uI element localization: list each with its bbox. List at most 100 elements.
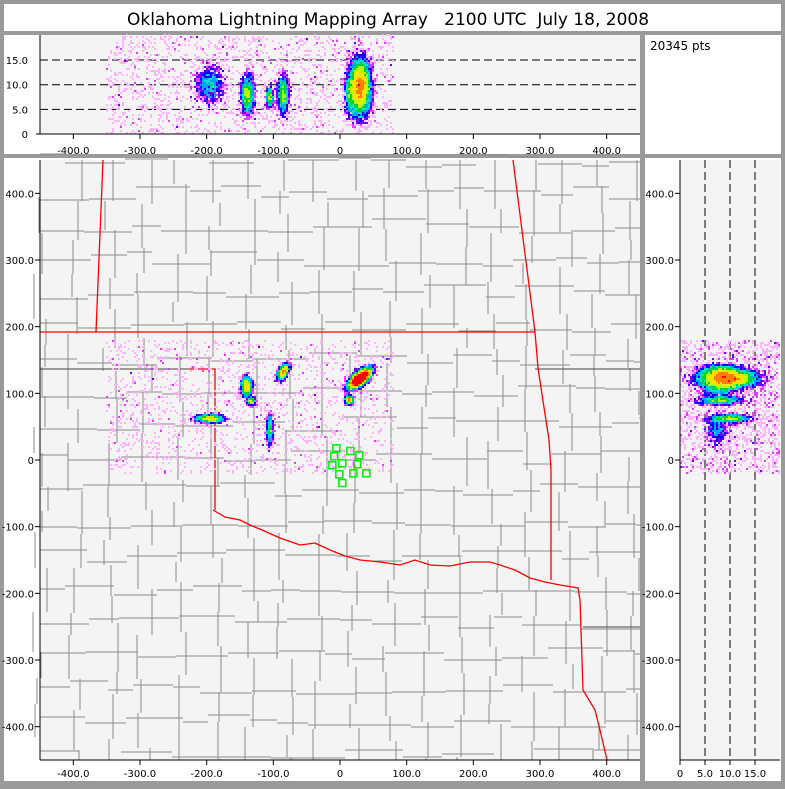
plan-density-cell bbox=[158, 442, 160, 444]
altitude-x-density-cell bbox=[246, 116, 248, 118]
plan-density-cell bbox=[304, 440, 306, 442]
altitude-y-density-cell bbox=[772, 440, 774, 442]
plan-density-cell bbox=[382, 466, 384, 468]
altitude-x-density-cell bbox=[142, 46, 144, 48]
altitude-x-density-cell bbox=[372, 68, 374, 70]
altitude-x-density-cell bbox=[376, 42, 378, 44]
altitude-x-density-cell bbox=[344, 82, 346, 84]
altitude-x-density-cell bbox=[162, 70, 164, 72]
altitude-x-density-cell bbox=[370, 44, 372, 46]
altitude-x-density-cell bbox=[356, 112, 358, 114]
plan-density-cell bbox=[358, 344, 360, 346]
altitude-y-density-cell bbox=[700, 362, 702, 364]
altitude-x-density-cell bbox=[376, 92, 378, 94]
plan-density-cell bbox=[364, 364, 366, 366]
altitude-x-density-cell bbox=[208, 92, 210, 94]
altitude-x-density-cell bbox=[272, 104, 274, 106]
altitude-y-density-cell bbox=[768, 466, 770, 468]
altitude-x-density-cell bbox=[316, 108, 318, 110]
plan-density-cell bbox=[332, 350, 334, 352]
plan-density-cell bbox=[350, 402, 352, 404]
altitude-x-density-cell bbox=[206, 86, 208, 88]
altitude-y-density-cell bbox=[708, 424, 710, 426]
plan-density-cell bbox=[142, 440, 144, 442]
plan-density-cell bbox=[192, 384, 194, 386]
altitude-x-density-cell bbox=[116, 104, 118, 106]
plan-density-cell bbox=[344, 376, 346, 378]
altitude-x-density-cell bbox=[140, 126, 142, 128]
altitude-x-density-cell bbox=[180, 78, 182, 80]
altitude-x-density-cell bbox=[204, 86, 206, 88]
altitude-x-density-cell bbox=[128, 50, 130, 52]
altitude-x-density-cell bbox=[350, 36, 352, 38]
altitude-x-density-cell bbox=[212, 90, 214, 92]
altitude-x-density-cell bbox=[216, 108, 218, 110]
plan-density-cell bbox=[126, 418, 128, 420]
altitude-x-density-cell bbox=[336, 130, 338, 132]
altitude-x-density-cell bbox=[300, 110, 302, 112]
plan-density-cell bbox=[198, 416, 200, 418]
altitude-x-density-cell bbox=[160, 100, 162, 102]
altitude-x-density-cell bbox=[348, 52, 350, 54]
altitude-x-density-cell bbox=[300, 38, 302, 40]
altitude-x-density-cell bbox=[386, 74, 388, 76]
altitude-x-density-cell bbox=[354, 64, 356, 66]
plan-density-cell bbox=[140, 366, 142, 368]
plan-density-cell bbox=[322, 380, 324, 382]
altitude-x-density-cell bbox=[282, 88, 284, 90]
altitude-x-density-cell bbox=[148, 82, 150, 84]
plan-density-cell bbox=[164, 470, 166, 472]
plan-density-cell bbox=[138, 404, 140, 406]
plan-density-cell bbox=[144, 408, 146, 410]
plan-density-cell bbox=[154, 432, 156, 434]
plan-density-cell bbox=[270, 350, 272, 352]
altitude-y-density-cell bbox=[774, 414, 776, 416]
altitude-x-density-cell bbox=[266, 96, 268, 98]
plan-density-cell bbox=[236, 432, 238, 434]
altitude-x-density-cell bbox=[256, 38, 258, 40]
plan-density-cell bbox=[168, 368, 170, 370]
altitude-x-density-cell bbox=[140, 82, 142, 84]
altitude-x-density-cell bbox=[340, 50, 342, 52]
plan-density-cell bbox=[166, 372, 168, 374]
plan-density-cell bbox=[352, 344, 354, 346]
plan-density-cell bbox=[202, 416, 204, 418]
altitude-x-density-cell bbox=[198, 94, 200, 96]
altitude-y-density-cell bbox=[720, 362, 722, 364]
altitude-x-density-cell bbox=[354, 124, 356, 126]
altitude-x-density-cell bbox=[256, 62, 258, 64]
altitude-x-density-cell bbox=[346, 124, 348, 126]
plan-density-cell bbox=[272, 436, 274, 438]
altitude-x-density-cell bbox=[376, 122, 378, 124]
plan-density-cell bbox=[380, 430, 382, 432]
plan-density-cell bbox=[220, 462, 222, 464]
altitude-x-density-cell bbox=[264, 72, 266, 74]
plan-density-cell bbox=[384, 404, 386, 406]
plan-density-cell bbox=[176, 446, 178, 448]
plan-density-cell bbox=[244, 460, 246, 462]
plan-density-cell bbox=[340, 386, 342, 388]
plan-density-cell bbox=[358, 424, 360, 426]
altitude-x-density-cell bbox=[352, 126, 354, 128]
plan-density-cell bbox=[134, 356, 136, 358]
altitude-x-density-cell bbox=[158, 114, 160, 116]
altitude-x-density-cell bbox=[220, 76, 222, 78]
plan-density-cell bbox=[314, 350, 316, 352]
altitude-x-density-cell bbox=[390, 38, 392, 40]
plan-density-cell bbox=[218, 344, 220, 346]
plan-density-cell bbox=[130, 414, 132, 416]
altitude-x-density-cell bbox=[348, 80, 350, 82]
plan-density-cell bbox=[390, 372, 392, 374]
altitude-x-density-cell bbox=[336, 60, 338, 62]
altitude-x-density-cell bbox=[338, 116, 340, 118]
plan-density-cell bbox=[154, 436, 156, 438]
plan-density-cell bbox=[202, 414, 204, 416]
plan-density-cell bbox=[294, 466, 296, 468]
plan-density-cell bbox=[158, 418, 160, 420]
plan-density-cell bbox=[204, 354, 206, 356]
altitude-x-density-cell bbox=[216, 102, 218, 104]
altitude-x-density-cell bbox=[364, 94, 366, 96]
plan-density-cell bbox=[366, 382, 368, 384]
altitude-y-density-cell bbox=[754, 388, 756, 390]
altitude-x-density-cell bbox=[156, 54, 158, 56]
